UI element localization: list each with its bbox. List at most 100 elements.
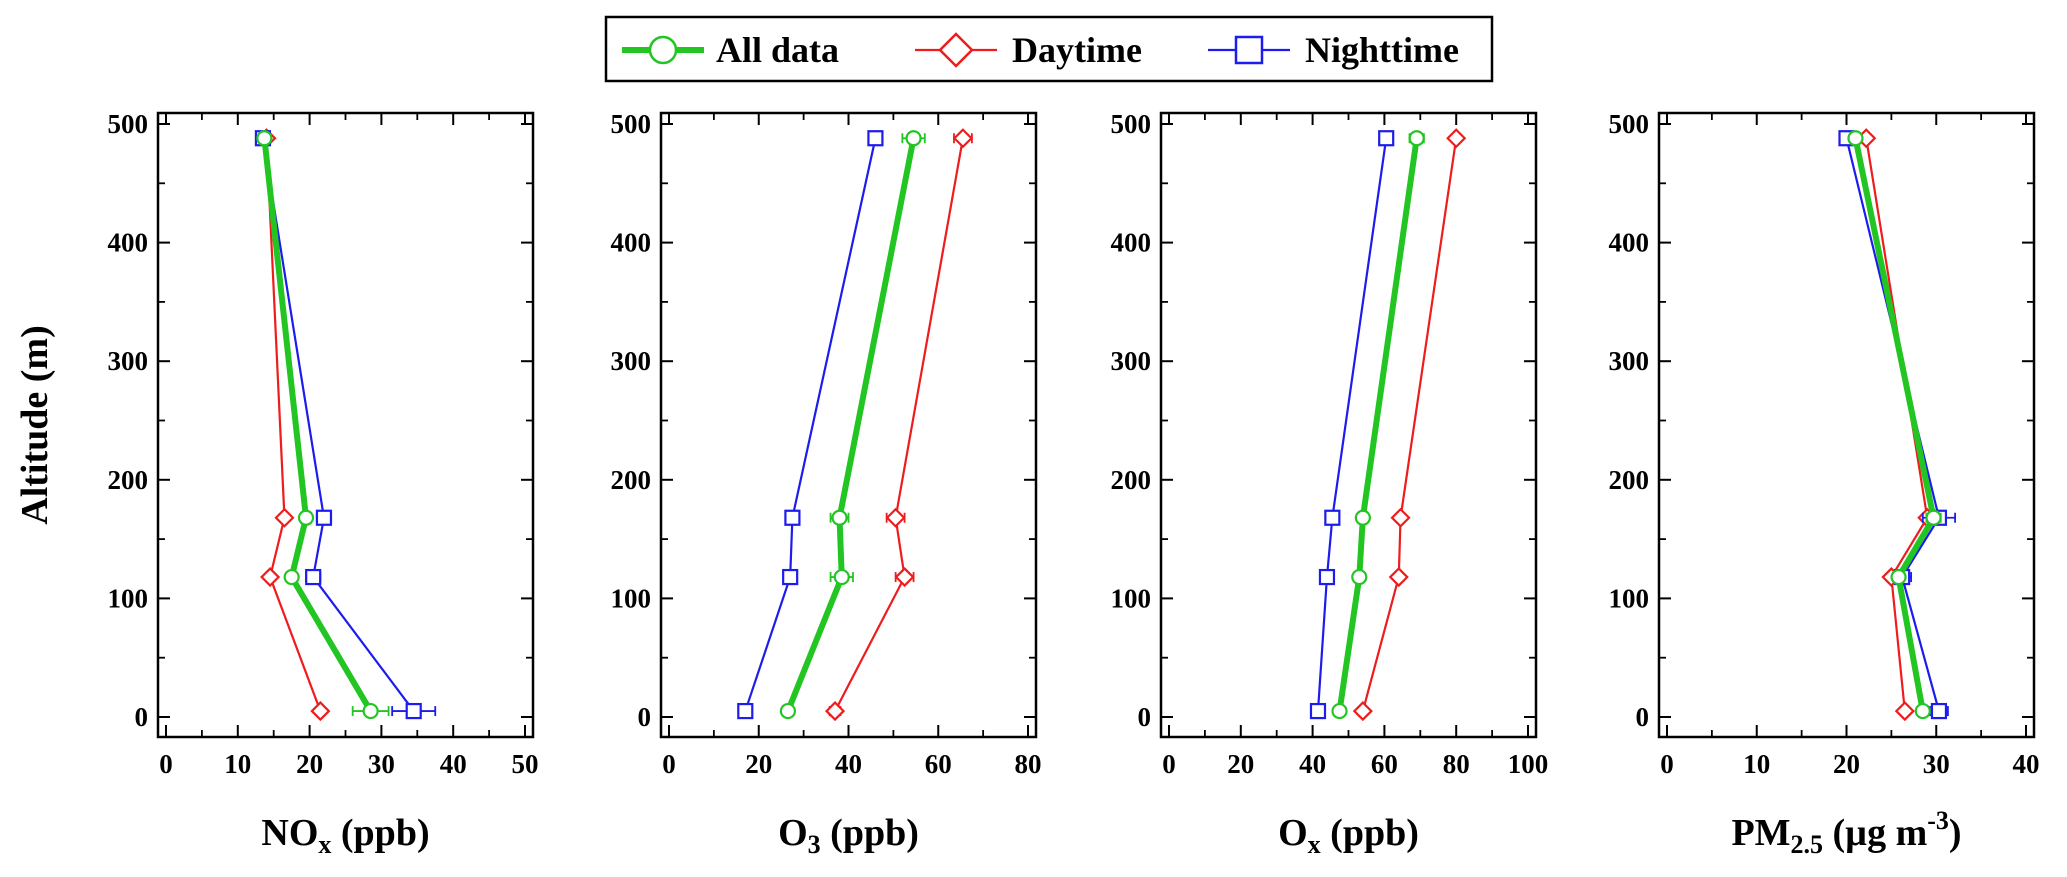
legend-entry: All data <box>622 30 839 70</box>
y-tick-label: 0 <box>135 702 149 732</box>
x-axis-label: O3 (ppb) <box>778 812 919 859</box>
data-point <box>1352 701 1373 722</box>
series-line <box>1852 137 1937 712</box>
x-tick-label: 10 <box>1743 749 1770 779</box>
legend-label: All data <box>716 30 839 70</box>
data-point <box>1388 566 1409 588</box>
data-point <box>405 702 422 720</box>
x-tick-label: 40 <box>1299 749 1326 779</box>
legend-marker <box>648 35 678 65</box>
y-tick-label: 200 <box>1609 465 1650 495</box>
y-tick-label: 0 <box>1138 702 1152 732</box>
legend-marker <box>1234 35 1264 65</box>
x-tick-label: 0 <box>1162 749 1176 779</box>
data-point <box>1847 130 1864 147</box>
x-axis-label: PM2.5 (µg m-3) <box>1731 806 1961 859</box>
series-line <box>265 138 322 712</box>
legend-entry: Daytime <box>915 30 1142 70</box>
series-nighttime <box>737 130 884 720</box>
series-daytime <box>1352 128 1467 722</box>
panel-3: 0 20 40 60 80 100 0 100 200 300 400 500 Ox (ppb) <box>1111 109 1549 859</box>
data-point <box>952 128 973 149</box>
data-point <box>305 568 322 586</box>
data-point <box>824 701 846 722</box>
data-point <box>1890 568 1907 586</box>
x-tick-label: 40 <box>2013 749 2040 779</box>
series-line <box>1361 138 1458 712</box>
plot-frame <box>156 111 535 739</box>
x-tick-label: 80 <box>1443 749 1470 779</box>
legend-label: Daytime <box>1012 30 1142 70</box>
data-point <box>894 566 915 588</box>
data-point <box>784 509 801 526</box>
data-point <box>1324 509 1341 526</box>
y-tick-label: 400 <box>108 228 149 258</box>
data-point <box>782 568 799 586</box>
legend-box <box>604 15 1494 83</box>
y-tick-label: 100 <box>108 583 149 613</box>
y-tick-label: 400 <box>611 228 652 258</box>
y-tick-label: 400 <box>1111 228 1152 258</box>
x-tick-label: 40 <box>440 749 467 779</box>
data-point <box>1930 702 1948 720</box>
x-tick-label: 10 <box>224 749 251 779</box>
plot-frame <box>1657 111 2036 739</box>
series-line <box>261 138 415 712</box>
data-point <box>867 130 884 147</box>
x-tick-label: 20 <box>296 749 323 779</box>
data-point <box>885 507 906 528</box>
series-line <box>1336 137 1420 712</box>
legend-marker <box>938 32 974 68</box>
x-tick-label: 80 <box>1015 749 1042 779</box>
y-tick-label: 300 <box>611 346 652 376</box>
x-tick-label: 30 <box>1923 749 1950 779</box>
x-tick-label: 20 <box>745 749 772 779</box>
y-tick-label: 500 <box>1111 109 1152 139</box>
y-tick-label: 100 <box>1609 583 1650 613</box>
x-tick-label: 50 <box>512 749 539 779</box>
data-point <box>779 702 797 720</box>
data-point <box>1331 702 1348 720</box>
x-axis-label: NOx (ppb) <box>261 812 429 859</box>
series-all-data <box>1331 130 1425 720</box>
x-tick-label: 30 <box>368 749 395 779</box>
data-point <box>1925 509 1942 526</box>
x-tick-label: 0 <box>1660 749 1674 779</box>
series-all-data <box>256 130 390 720</box>
legend-label: Nighttime <box>1305 30 1459 70</box>
data-point <box>1390 507 1411 528</box>
legend-entry: Nighttime <box>1208 30 1459 70</box>
y-tick-label: 300 <box>1111 346 1152 376</box>
data-point <box>831 509 848 526</box>
plot-frame <box>659 111 1038 739</box>
data-point <box>905 130 922 147</box>
series-daytime <box>824 128 973 722</box>
data-point <box>362 702 379 720</box>
series-nighttime <box>1309 130 1395 720</box>
series-line <box>261 137 374 713</box>
y-tick-label: 100 <box>1111 583 1152 613</box>
data-point <box>310 701 331 722</box>
data-point <box>1309 702 1327 720</box>
y-tick-label: 500 <box>1609 109 1650 139</box>
data-point <box>256 130 273 147</box>
series-line <box>785 137 917 713</box>
y-tick-label: 200 <box>611 465 652 495</box>
y-tick-label: 100 <box>611 583 652 613</box>
y-tick-label: 500 <box>108 109 149 139</box>
data-point <box>297 509 315 526</box>
data-point <box>1914 702 1931 720</box>
series-all-data <box>779 130 926 720</box>
x-tick-label: 0 <box>159 749 173 779</box>
y-tick-label: 0 <box>638 702 652 732</box>
x-tick-label: 20 <box>1227 749 1254 779</box>
series-nighttime <box>254 130 437 720</box>
data-point <box>737 702 754 720</box>
data-point <box>833 568 850 586</box>
y-tick-label: 300 <box>1609 346 1650 376</box>
series-line <box>1316 138 1388 712</box>
